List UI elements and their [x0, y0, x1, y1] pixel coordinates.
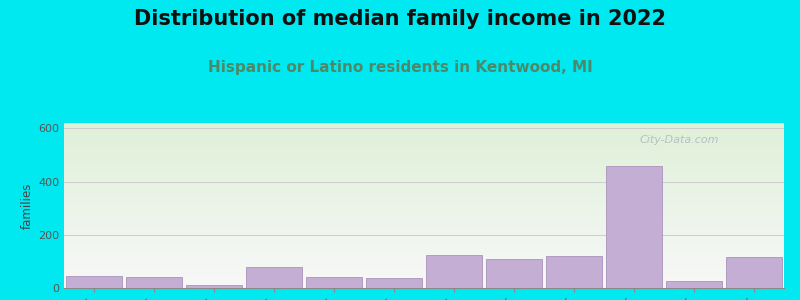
- Text: Distribution of median family income in 2022: Distribution of median family income in …: [134, 9, 666, 29]
- Bar: [186, 285, 242, 288]
- Bar: [546, 256, 602, 288]
- Bar: [426, 255, 482, 288]
- Text: City-Data.com: City-Data.com: [640, 134, 719, 145]
- Y-axis label: families: families: [21, 182, 34, 229]
- Bar: [486, 259, 542, 288]
- Bar: [666, 280, 722, 288]
- Bar: [126, 277, 182, 288]
- Text: Hispanic or Latino residents in Kentwood, MI: Hispanic or Latino residents in Kentwood…: [208, 60, 592, 75]
- Bar: [726, 257, 782, 288]
- Bar: [306, 277, 362, 288]
- Bar: [246, 267, 302, 288]
- Bar: [66, 276, 122, 288]
- Bar: [606, 166, 662, 288]
- Bar: [366, 278, 422, 288]
